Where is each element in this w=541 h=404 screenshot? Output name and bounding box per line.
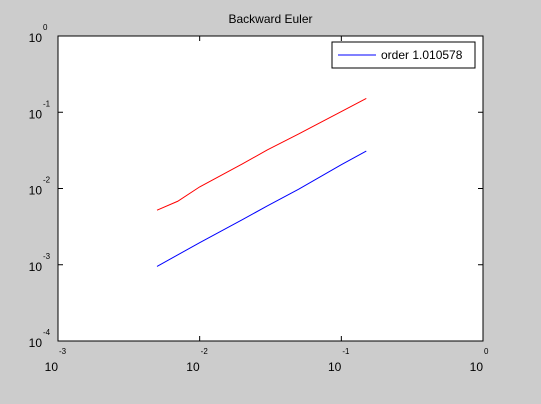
x-tick-label-base: 10 [45,360,59,374]
y-tick-label-exp: -1 [43,99,51,108]
x-tick-label-base: 10 [186,360,200,374]
legend: order 1.010578 [331,41,476,69]
y-tick-label-base: 10 [29,31,43,45]
y-tick-label-exp: 0 [43,23,48,32]
y-tick-label-base: 10 [29,260,43,274]
y-tick-label-base: 10 [29,107,43,121]
plot-area [57,35,484,342]
legend-label: order 1.010578 [381,48,463,62]
y-tick-label-exp: -4 [43,328,51,337]
y-tick-label-base: 10 [29,184,43,198]
x-tick-label-exp: -3 [59,347,67,356]
x-tick-label-exp: -2 [201,347,209,356]
y-tick-label-base: 10 [29,336,43,350]
series-line-0 [156,150,367,267]
x-tick-label-exp: 0 [484,347,489,356]
series-line-1 [156,97,367,211]
chart-title: Backward Euler [228,12,312,26]
series-layer [156,97,367,267]
x-tick-label-exp: -1 [342,347,350,356]
x-tick-label-base: 10 [328,360,342,374]
y-tick-label-exp: -3 [43,252,51,261]
x-tick-label-base: 10 [470,360,484,374]
y-tick-label-exp: -2 [43,176,51,185]
